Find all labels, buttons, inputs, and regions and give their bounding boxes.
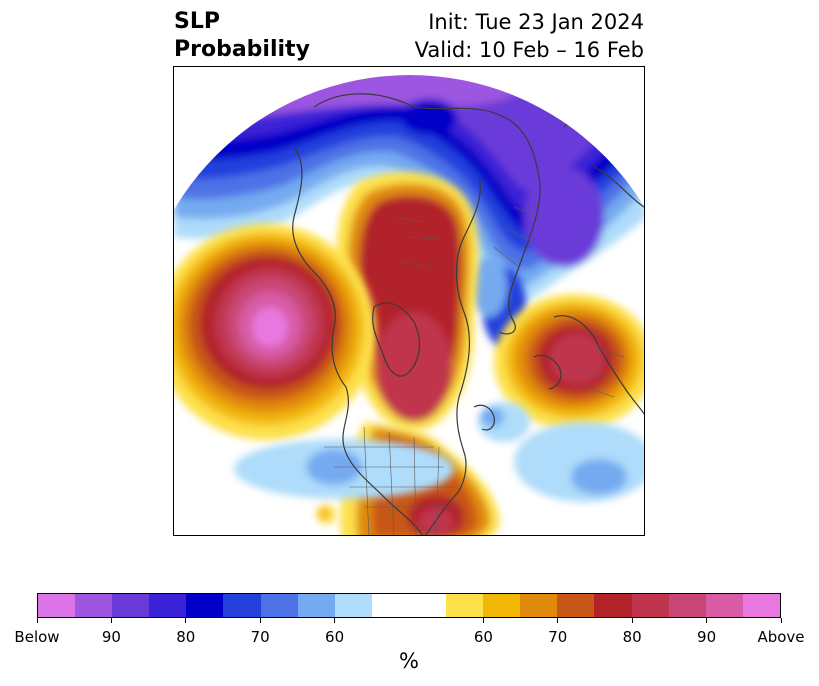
colorbar-segment (408, 594, 447, 617)
above-normal-pacific (174, 224, 376, 440)
colorbar-tick-label: 60 (473, 628, 493, 646)
colorbar-segment (260, 594, 298, 617)
title-type: Probability (174, 37, 310, 62)
colorbar-tick-label: 80 (176, 628, 196, 646)
init-date-label: Init: Tue 23 Jan 2024 (428, 10, 644, 34)
colorbar-tick (482, 618, 484, 623)
coastlines (292, 93, 644, 535)
colorbar-tick (706, 618, 708, 623)
above-normal-europe (494, 294, 644, 430)
colorbar-segment (668, 594, 706, 617)
colorbar-segment (483, 594, 521, 617)
above-normal-arctic (336, 172, 479, 431)
colorbar-tick-label: 90 (697, 628, 717, 646)
colorbar-segment (594, 594, 632, 617)
title-variable: SLP (174, 9, 220, 34)
colorbar-tick (557, 618, 559, 623)
colorbar-segment (149, 594, 187, 617)
colorbar-units-label: % (399, 649, 419, 673)
colorbar-segment (705, 594, 743, 617)
colorbar-segment (75, 594, 113, 617)
valid-range-label: Valid: 10 Feb – 16 Feb (414, 38, 644, 62)
title-right: Init: Tue 23 Jan 2024 Valid: 10 Feb – 16… (415, 8, 644, 64)
colorbar-segment (334, 594, 372, 617)
colorbar-tick (259, 618, 261, 623)
colorbar-tick-label: Above (757, 628, 805, 646)
colorbar-tick (780, 618, 782, 623)
colorbar-segment (38, 594, 76, 617)
colorbar-tick (110, 618, 112, 623)
colorbar-segment (371, 594, 409, 617)
colorbar-tick-label: 70 (548, 628, 568, 646)
probability-fields (174, 75, 644, 535)
colorbar-segment (631, 594, 669, 617)
colorbar-tick (631, 618, 633, 623)
map-frame (173, 66, 645, 536)
colorbar (37, 593, 781, 618)
colorbar-tick-label: Below (14, 628, 60, 646)
colorbar-tick-label: 70 (250, 628, 270, 646)
political-borders (324, 206, 625, 535)
colorbar-segment (446, 594, 484, 617)
colorbar-segment (742, 594, 780, 617)
colorbar-tick (36, 618, 38, 623)
colorbar-segment (520, 594, 558, 617)
colorbar-tick-label: 60 (325, 628, 345, 646)
colorbar-segment (557, 594, 595, 617)
title-left: SLP Probability (174, 8, 310, 64)
colorbar-segment (112, 594, 150, 617)
colorbar-segment (186, 594, 224, 617)
colorbar-tick-label: 90 (101, 628, 121, 646)
colorbar-tick (334, 618, 336, 623)
colorbar-segment (297, 594, 335, 617)
colorbar-tick-label: 80 (622, 628, 642, 646)
colorbar-segment (223, 594, 261, 617)
probability-map (174, 75, 644, 535)
colorbar-tick (185, 618, 187, 623)
